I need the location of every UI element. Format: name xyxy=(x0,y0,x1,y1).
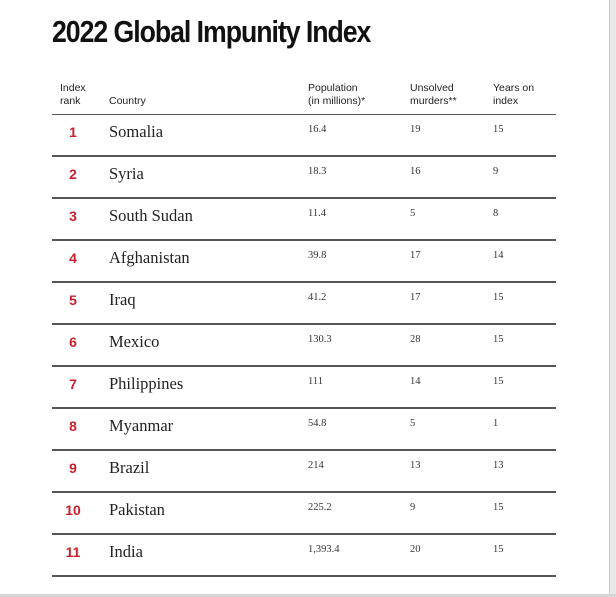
years-on-index-cell: 9 xyxy=(493,166,499,177)
unsolved-murders-cell: 19 xyxy=(410,124,421,135)
rank-cell: 1 xyxy=(69,124,77,140)
header-unsolved-murders: Unsolved murders** xyxy=(410,82,457,107)
years-on-index-cell: 15 xyxy=(493,334,504,345)
population-cell: 1,393.4 xyxy=(308,544,340,555)
table-header: Index rank Country Population (in millio… xyxy=(52,80,556,114)
rank-cell: 2 xyxy=(69,166,77,182)
rank-cell: 11 xyxy=(65,544,81,560)
population-cell: 54.8 xyxy=(308,418,327,429)
country-cell: Philippines xyxy=(109,374,184,393)
header-index-rank: Index rank xyxy=(60,82,86,107)
unsolved-murders-cell: 9 xyxy=(410,502,416,513)
table-row: 9 Brazil 214 13 13 xyxy=(52,451,556,493)
population-cell: 16.4 xyxy=(308,124,327,135)
table-row: 1 Somalia 16.4 19 15 xyxy=(52,114,556,157)
table-row: 6 Mexico 130.3 28 15 xyxy=(52,325,556,367)
table-row: 5 Iraq 41.2 17 15 xyxy=(52,283,556,325)
country-cell: Mexico xyxy=(109,332,160,351)
years-on-index-cell: 14 xyxy=(493,250,504,261)
years-on-index-cell: 13 xyxy=(493,460,504,471)
country-cell: Myanmar xyxy=(109,416,174,435)
country-cell: Syria xyxy=(109,164,144,183)
population-cell: 130.3 xyxy=(308,334,332,345)
population-cell: 111 xyxy=(308,376,323,387)
rank-cell: 7 xyxy=(69,376,77,392)
population-cell: 11.4 xyxy=(308,208,326,219)
population-cell: 225.2 xyxy=(308,502,332,513)
header-population: Population (in millions)* xyxy=(308,82,366,107)
years-on-index-cell: 15 xyxy=(493,502,504,513)
country-cell: Pakistan xyxy=(109,500,165,519)
country-cell: Brazil xyxy=(109,458,150,477)
country-cell: Iraq xyxy=(109,290,136,309)
years-on-index-cell: 15 xyxy=(493,124,504,135)
country-cell: South Sudan xyxy=(109,206,193,225)
population-cell: 39.8 xyxy=(308,250,327,261)
country-cell: India xyxy=(109,542,143,561)
table-row: 11 India 1,393.4 20 15 xyxy=(52,535,556,577)
rank-cell: 5 xyxy=(69,292,77,308)
table-row: 2 Syria 18.3 16 9 xyxy=(52,157,556,199)
window-edge-right xyxy=(609,0,616,597)
rank-cell: 6 xyxy=(69,334,77,350)
unsolved-murders-cell: 28 xyxy=(410,334,421,345)
page-title: 2022 Global Impunity Index xyxy=(52,14,371,49)
population-cell: 41.2 xyxy=(308,292,327,303)
years-on-index-cell: 15 xyxy=(493,292,504,303)
rank-cell: 4 xyxy=(69,250,77,266)
table-row: 3 South Sudan 11.4 5 8 xyxy=(52,199,556,241)
table-row: 7 Philippines 111 14 15 xyxy=(52,367,556,409)
unsolved-murders-cell: 16 xyxy=(410,166,421,177)
rank-cell: 8 xyxy=(69,418,77,434)
population-cell: 18.3 xyxy=(308,166,327,177)
table-row: 8 Myanmar 54.8 5 1 xyxy=(52,409,556,451)
unsolved-murders-cell: 17 xyxy=(410,292,421,303)
years-on-index-cell: 1 xyxy=(493,418,499,429)
population-cell: 214 xyxy=(308,460,324,471)
impunity-table: 1 Somalia 16.4 19 15 2 Syria 18.3 16 9 3 South Suda… xyxy=(52,114,556,577)
unsolved-murders-cell: 5 xyxy=(410,208,416,219)
unsolved-murders-cell: 20 xyxy=(410,544,421,555)
rank-cell: 9 xyxy=(69,460,77,476)
years-on-index-cell: 15 xyxy=(493,376,504,387)
rank-cell: 3 xyxy=(69,208,77,224)
unsolved-murders-cell: 5 xyxy=(410,418,416,429)
years-on-index-cell: 15 xyxy=(493,544,504,555)
window-edge-bottom xyxy=(0,594,616,597)
years-on-index-cell: 8 xyxy=(493,208,499,219)
unsolved-murders-cell: 14 xyxy=(410,376,421,387)
table-row: 4 Afghanistan 39.8 17 14 xyxy=(52,241,556,283)
rank-cell: 10 xyxy=(65,502,81,518)
unsolved-murders-cell: 17 xyxy=(410,250,421,261)
table-row: 10 Pakistan 225.2 9 15 xyxy=(52,493,556,535)
country-cell: Somalia xyxy=(109,122,164,141)
header-country: Country xyxy=(109,95,146,107)
header-years-on-index: Years on index xyxy=(493,82,535,107)
unsolved-murders-cell: 13 xyxy=(410,460,421,471)
country-cell: Afghanistan xyxy=(109,248,190,267)
